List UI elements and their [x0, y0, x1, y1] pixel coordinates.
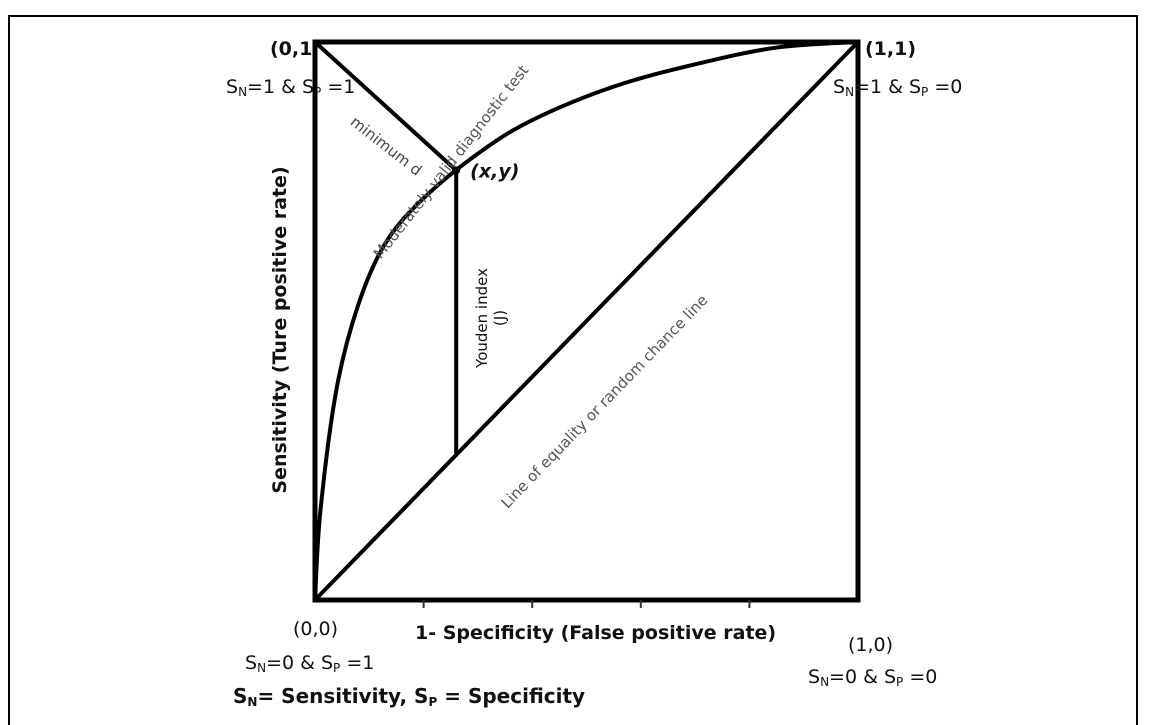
tr-sn: 1: [869, 76, 883, 98]
legend-sn: = Sensitivity,: [257, 684, 408, 708]
corner-top-right-desc: SN=1 & SP =0: [833, 76, 963, 99]
br-sp: 0: [925, 666, 938, 688]
corner-bottom-left-desc: SN=0 & SP =1: [245, 652, 375, 675]
optimal-point: [452, 166, 461, 175]
youden-label: Youden index: [473, 268, 491, 369]
roc-curve: [313, 40, 859, 601]
bl-sn: 0: [281, 652, 295, 674]
corner-top-right-coord: (1,1): [865, 38, 917, 60]
minimum-d-label: minimum d: [347, 113, 425, 180]
legend-sp: = Specificity: [444, 684, 586, 708]
chance-line: [313, 40, 860, 602]
y-axis-label: Sensitivity (Ture positive rate): [269, 166, 291, 494]
corner-bottom-right-coord: (1,0): [848, 634, 894, 656]
tl-sp: 1: [343, 76, 356, 98]
br-sn: 0: [844, 666, 858, 688]
legend-note: SN= Sensitivity, SP = Specificity: [233, 684, 586, 709]
plot-box: [312, 39, 861, 603]
corner-top-left-coord: (0,1: [270, 38, 313, 60]
tr-sp: 0: [950, 76, 963, 98]
chance-line-label: Line of equality or random chance line: [497, 291, 711, 512]
corner-bottom-left-coord: (0,0): [293, 618, 339, 640]
minimum-d-line: [313, 40, 458, 172]
corner-top-left-desc: SN=1 & SP =1: [226, 76, 356, 99]
x-axis-label: 1- Specificity (False positive rate): [415, 622, 777, 644]
figure-frame: [8, 15, 1138, 725]
corner-bottom-right-desc: SN=0 & SP =0: [808, 666, 938, 689]
bl-sp: 1: [362, 652, 375, 674]
youden-symbol: (J): [491, 310, 509, 326]
tl-sn: 1: [262, 76, 276, 98]
point-label: (x,y): [470, 160, 519, 182]
